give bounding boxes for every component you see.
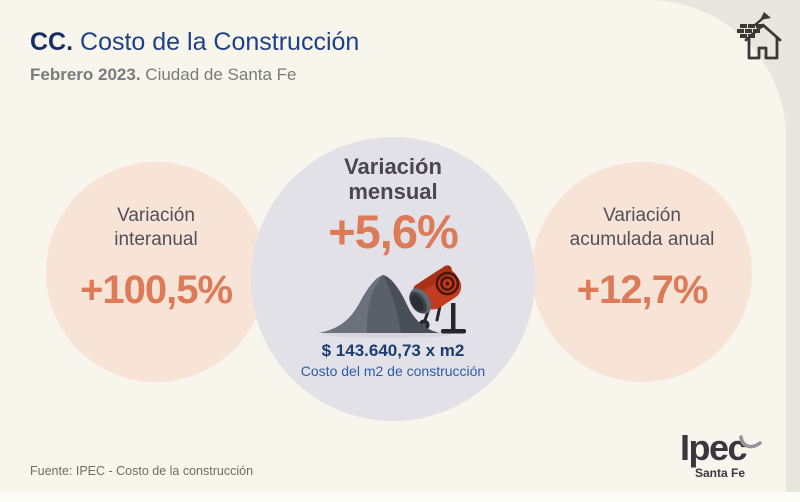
- accumulated-value: +12,7%: [576, 267, 709, 312]
- card-interannual-variation: Variación interanual +100,5%: [46, 162, 266, 382]
- card-accumulated-variation: Variación acumulada anual +12,7%: [532, 162, 752, 382]
- accumulated-label: Variación acumulada anual: [532, 204, 752, 252]
- monthly-value: +5,6%: [328, 205, 459, 259]
- title-code: CC.: [30, 28, 74, 56]
- monthly-label-line2: mensual: [348, 178, 438, 204]
- interannual-label: Variación interanual: [46, 204, 266, 252]
- main-card: CC. Costo de la Construcción Febrero 202…: [0, 0, 786, 492]
- cost-per-m2-value: $ 143.640,73 x m2: [321, 341, 465, 361]
- ipec-logo-text: Ipec: [679, 427, 748, 468]
- source-note: Fuente: IPEC - Costo de la construcción: [30, 464, 254, 478]
- interannual-value: +100,5%: [79, 267, 233, 312]
- accumulated-label-line2: acumulada anual: [569, 228, 715, 250]
- interannual-label-line1: Variación: [117, 205, 195, 226]
- header: CC. Costo de la Construcción Febrero 202…: [30, 28, 359, 85]
- ipec-logo-region: Santa Fe: [694, 466, 745, 480]
- ipec-logo-swoosh-icon: [739, 435, 762, 449]
- subtitle-period: Febrero 2023.: [30, 64, 141, 84]
- accumulated-label-line1: Variación: [603, 205, 681, 226]
- construction-house-icon: [737, 12, 782, 60]
- monthly-label-line1: Variación: [344, 154, 442, 179]
- ipec-logo-wordmark: Ipec: [670, 427, 762, 468]
- page-subtitle: Febrero 2023. Ciudad de Santa Fe: [30, 65, 359, 85]
- cement-mixer-icon: [319, 265, 466, 339]
- title-text: Costo de la Construcción: [80, 28, 360, 56]
- interannual-label-line2: interanual: [114, 228, 198, 250]
- ipec-logo: Ipec Santa Fe: [670, 427, 762, 480]
- card-monthly-variation: Variación mensual +5,6%: [251, 137, 535, 421]
- page-title: CC. Costo de la Construcción: [30, 28, 359, 57]
- subtitle-place: Ciudad de Santa Fe: [145, 64, 297, 84]
- monthly-label: Variación mensual: [251, 154, 535, 204]
- cost-per-m2-caption: Costo del m2 de construcción: [300, 363, 486, 380]
